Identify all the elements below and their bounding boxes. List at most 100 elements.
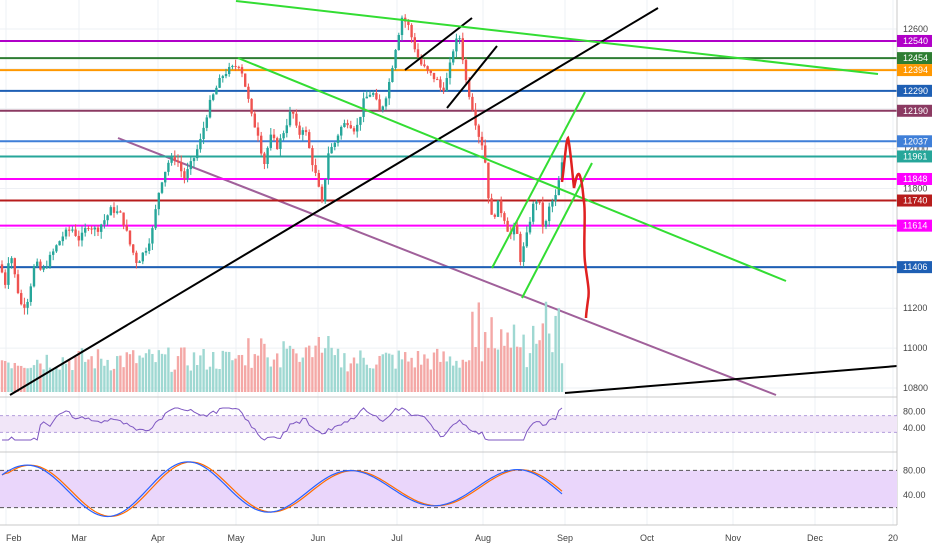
candle-body (122, 212, 125, 226)
volume-bar (535, 343, 538, 392)
candle-body (484, 145, 487, 163)
volume-bar (474, 347, 477, 392)
volume-bar (272, 359, 276, 392)
candle-body (260, 135, 263, 154)
candle-body (87, 228, 90, 230)
volume-bar (32, 365, 36, 392)
candle-body (301, 130, 304, 135)
candle-body (506, 220, 509, 232)
volume-bar (29, 367, 32, 392)
volume-bar (26, 368, 29, 392)
candle-body (346, 123, 349, 126)
candle-body (400, 17, 404, 36)
volume-bar (538, 340, 541, 392)
volume-bar (4, 360, 7, 392)
candle-body (64, 229, 68, 237)
candle-body (288, 111, 292, 126)
channel-green-upper (491, 91, 586, 269)
candle-body (458, 38, 461, 40)
candle-body (544, 221, 548, 227)
trendline-green-top (235, 0, 879, 75)
candle-body (391, 67, 394, 82)
volume-bar (74, 356, 77, 392)
time-axis: Feb Mar Apr May Jun Jul Aug Sep Oct Nov Dec 20 (0, 524, 898, 543)
candle-body (263, 153, 266, 164)
volume-bar (487, 347, 490, 392)
candle-body (109, 207, 112, 216)
volume-bar (205, 369, 208, 392)
volume-bar (324, 348, 327, 392)
candle-body (228, 67, 231, 75)
stoch-d-line (1, 461, 563, 518)
volume-bar (416, 351, 420, 392)
trendline-black-short-2 (446, 45, 498, 109)
volume-bar (378, 355, 381, 392)
candle-body (468, 80, 471, 97)
volume-bar (298, 361, 301, 392)
candle-body (167, 162, 170, 172)
volume-bar (493, 348, 496, 392)
candle-body (471, 96, 474, 110)
level-tag-label: 11961 (903, 151, 927, 161)
volume-bar (167, 347, 170, 392)
volume-bar (311, 357, 314, 392)
candle-body (285, 125, 288, 134)
candle-body (292, 111, 295, 114)
candle-body (196, 149, 199, 159)
volume-bar (231, 360, 234, 392)
volume-bar (445, 361, 448, 392)
volume-bar (359, 350, 362, 392)
candle-body (10, 258, 13, 264)
candle-body (39, 261, 42, 270)
volume-bar (458, 367, 461, 392)
level-tag (897, 104, 932, 117)
candle-body (490, 198, 493, 215)
volume-bar (279, 367, 282, 392)
candle-body (32, 266, 36, 287)
candle-body (436, 79, 439, 81)
candle-body (496, 200, 500, 217)
volume-bar (189, 370, 192, 392)
volume-bar (423, 354, 426, 392)
volume-bar (80, 348, 84, 392)
candle-body (237, 66, 240, 68)
channel-green-lower (521, 162, 593, 299)
candle-body (100, 224, 103, 232)
volume-bar (176, 356, 180, 392)
candle-body (68, 229, 71, 231)
candle-body (314, 165, 317, 173)
candle-body (551, 200, 554, 207)
candle-body (128, 230, 132, 245)
candle-body (23, 304, 26, 308)
candle-body (272, 134, 276, 139)
volume-bar (503, 345, 506, 392)
trendline-green-desc (237, 57, 787, 282)
volume-bar (208, 366, 212, 392)
volume-bar (288, 345, 292, 392)
volume-bar (148, 349, 151, 392)
volume-bar (103, 365, 106, 392)
candle-body (522, 246, 525, 262)
volume-bar (314, 345, 317, 392)
candle-body (320, 186, 324, 202)
candle-body (298, 125, 301, 135)
candle-body (413, 37, 416, 50)
volume-bar (144, 353, 148, 392)
volume-bar (295, 353, 298, 392)
volume-bar (282, 341, 285, 392)
candle-body (448, 62, 452, 79)
candle-body (477, 125, 480, 137)
candle-body (548, 206, 551, 222)
candle-body (362, 98, 365, 117)
candle-body (560, 162, 564, 181)
rsi-band (0, 415, 897, 433)
candle-body (148, 243, 151, 251)
volume-bar (221, 350, 224, 392)
stoch-tick-label: 80.00 (903, 465, 926, 475)
volume-bar (477, 302, 480, 392)
time-tick-label: Feb (6, 533, 22, 543)
candle-body (461, 38, 464, 61)
candle-body (407, 21, 410, 25)
candle-body (16, 274, 20, 294)
candle-body (4, 272, 7, 285)
